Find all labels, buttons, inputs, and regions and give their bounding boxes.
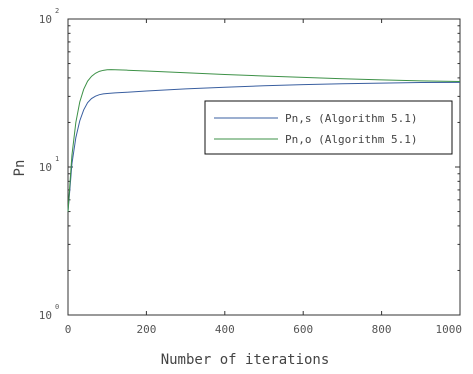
x-axis-title: Number of iterations [161,352,330,368]
y-axis-title: Pn [12,160,28,177]
series-line-0 [67,81,461,212]
y-tick-label: 10 [39,161,52,174]
y-tick-label: 10 [39,13,52,26]
series-layer [67,69,461,212]
legend-box [204,100,453,155]
y-tick-exponent: 0 [55,303,59,311]
legend-label-pn-s: Pn,s (Algorithm 5.1) [285,112,417,125]
plot-area [67,18,461,316]
x-tick-label: 600 [293,323,313,336]
x-tick-label: 400 [215,323,235,336]
x-tick-label: 0 [65,323,72,336]
y-tick-label: 10 [39,309,52,322]
x-tick-label: 1000 [436,323,463,336]
legend-label-pn-o: Pn,o (Algorithm 5.1) [285,133,417,146]
y-tick-exponent: 1 [55,155,59,163]
x-axis-ticks: 0 200 400 600 800 1000 [65,19,462,336]
y-tick-exponent: 2 [55,7,59,15]
series-line-1 [67,69,461,212]
x-tick-label: 200 [136,323,156,336]
x-tick-label: 800 [372,323,392,336]
legend: Pn,s (Algorithm 5.1) Pn,o (Algorithm 5.1… [204,100,453,155]
